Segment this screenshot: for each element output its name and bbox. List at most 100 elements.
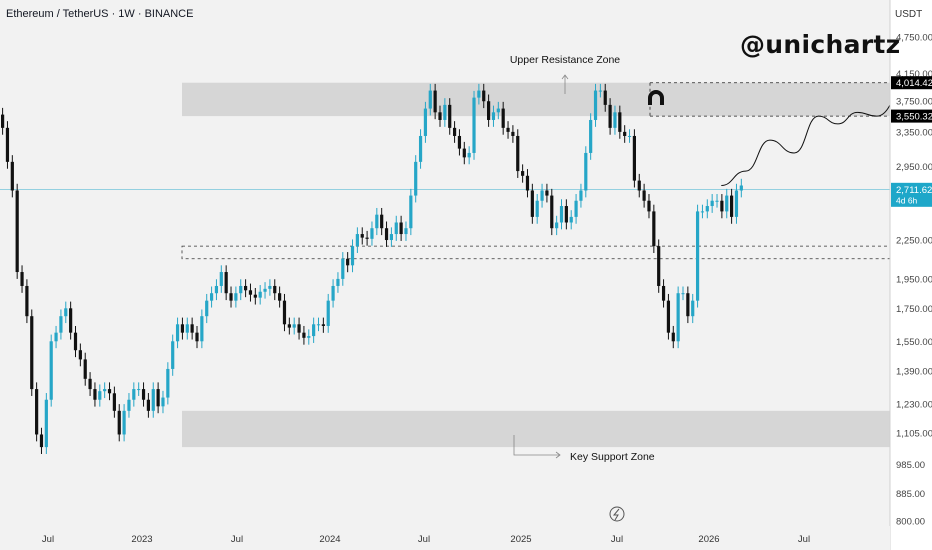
candle-body bbox=[671, 332, 675, 342]
candle-body bbox=[666, 300, 671, 333]
candle bbox=[734, 183, 739, 224]
candle-body bbox=[574, 200, 578, 217]
candle-body bbox=[234, 293, 238, 301]
price-axis[interactable]: 4,750.00 4,150.00 3,750.00 3,350.00 2,950.00… bbox=[889, 0, 932, 550]
candle-body bbox=[346, 258, 350, 266]
candle-body bbox=[739, 185, 743, 191]
time-axis[interactable]: Jul 2023 Jul 2024 Jul 2025 Jul 2026 Jul bbox=[0, 526, 890, 550]
candle-body bbox=[399, 222, 403, 235]
candle bbox=[418, 129, 423, 169]
candle-body bbox=[637, 180, 641, 191]
candle bbox=[35, 382, 39, 442]
candle-body bbox=[219, 272, 223, 286]
candle-body bbox=[720, 200, 724, 212]
price-tick: 1,390.00 bbox=[896, 366, 932, 377]
candle-body bbox=[705, 206, 709, 212]
candle bbox=[593, 83, 598, 127]
candle bbox=[666, 293, 671, 340]
candle-body bbox=[676, 293, 680, 342]
candle-body bbox=[627, 135, 632, 137]
candle bbox=[414, 155, 418, 203]
candle-body bbox=[598, 90, 602, 92]
candle bbox=[229, 286, 233, 308]
price-tick: 985.00 bbox=[896, 460, 925, 471]
candle-body bbox=[307, 336, 311, 338]
candle-body bbox=[691, 300, 695, 317]
candle-body bbox=[652, 211, 656, 247]
candle-body bbox=[161, 397, 165, 407]
candle-body bbox=[268, 285, 272, 289]
candle-body bbox=[253, 294, 257, 298]
candle-body bbox=[448, 104, 452, 128]
time-tick: Jul bbox=[798, 534, 810, 545]
candle bbox=[632, 129, 636, 188]
price-tick: 800.00 bbox=[896, 517, 925, 528]
candle bbox=[214, 279, 219, 301]
candle bbox=[49, 334, 53, 407]
candle bbox=[545, 183, 549, 203]
candle-body bbox=[224, 272, 228, 294]
candle bbox=[637, 173, 641, 198]
candle-body bbox=[166, 368, 170, 398]
candle bbox=[423, 101, 428, 143]
candle bbox=[574, 194, 578, 224]
magnet-body bbox=[648, 90, 664, 105]
candle bbox=[589, 113, 593, 160]
candle-body bbox=[438, 112, 442, 120]
candle bbox=[132, 382, 136, 407]
candle bbox=[428, 83, 432, 116]
candle-body bbox=[278, 293, 282, 301]
candle bbox=[496, 101, 500, 120]
lightning-icon[interactable] bbox=[609, 506, 625, 522]
projection-path bbox=[721, 28, 926, 187]
candle-body bbox=[292, 324, 296, 328]
candle bbox=[652, 204, 656, 254]
candle-body bbox=[482, 90, 486, 102]
candle bbox=[452, 121, 457, 143]
candle-body bbox=[302, 332, 306, 338]
symbol-title[interactable]: Ethereum / TetherUS · 1W · BINANCE bbox=[6, 8, 194, 20]
candle bbox=[302, 325, 306, 345]
candle-body bbox=[661, 285, 666, 301]
current-price-tag: 2,711.62 bbox=[896, 185, 932, 196]
candle bbox=[482, 83, 486, 109]
candle-body bbox=[331, 285, 335, 301]
time-tick: 2025 bbox=[510, 534, 531, 545]
candle-body bbox=[632, 135, 636, 181]
candle bbox=[127, 393, 131, 418]
candle-body bbox=[618, 112, 622, 132]
candle bbox=[64, 301, 68, 324]
candle bbox=[341, 252, 345, 286]
candle-body bbox=[428, 90, 432, 109]
candle-body bbox=[569, 216, 573, 223]
candle bbox=[1, 107, 5, 135]
price-tick: 2,950.00 bbox=[896, 162, 932, 173]
candle-body bbox=[1, 114, 5, 128]
symbol-header[interactable]: Ethereum / TetherUS · 1W · BINANCE bbox=[6, 8, 193, 20]
magnet-icon bbox=[648, 90, 664, 105]
price-tick: 3,350.00 bbox=[896, 127, 932, 138]
price-axis-bg bbox=[890, 0, 932, 550]
axis-unit-label[interactable]: USDT bbox=[895, 9, 923, 20]
time-tick: 2024 bbox=[319, 534, 340, 545]
candle-body bbox=[472, 97, 476, 153]
candle bbox=[715, 194, 719, 208]
time-tick: Jul bbox=[231, 534, 243, 545]
candle-body bbox=[151, 389, 155, 411]
candle-body bbox=[35, 389, 39, 435]
price-tick: 4,150.00 bbox=[896, 69, 932, 80]
candle-body bbox=[360, 234, 364, 238]
candle bbox=[525, 169, 530, 198]
candle bbox=[350, 239, 355, 273]
resistance-zone bbox=[182, 82, 890, 117]
price-tick: 1,550.00 bbox=[896, 337, 932, 348]
candle bbox=[161, 390, 165, 414]
candle-body bbox=[15, 190, 19, 273]
candle bbox=[88, 372, 92, 396]
candle-body bbox=[146, 399, 150, 411]
author-watermark: @unichartz bbox=[740, 30, 901, 59]
candle bbox=[15, 183, 19, 279]
candle bbox=[559, 199, 564, 230]
